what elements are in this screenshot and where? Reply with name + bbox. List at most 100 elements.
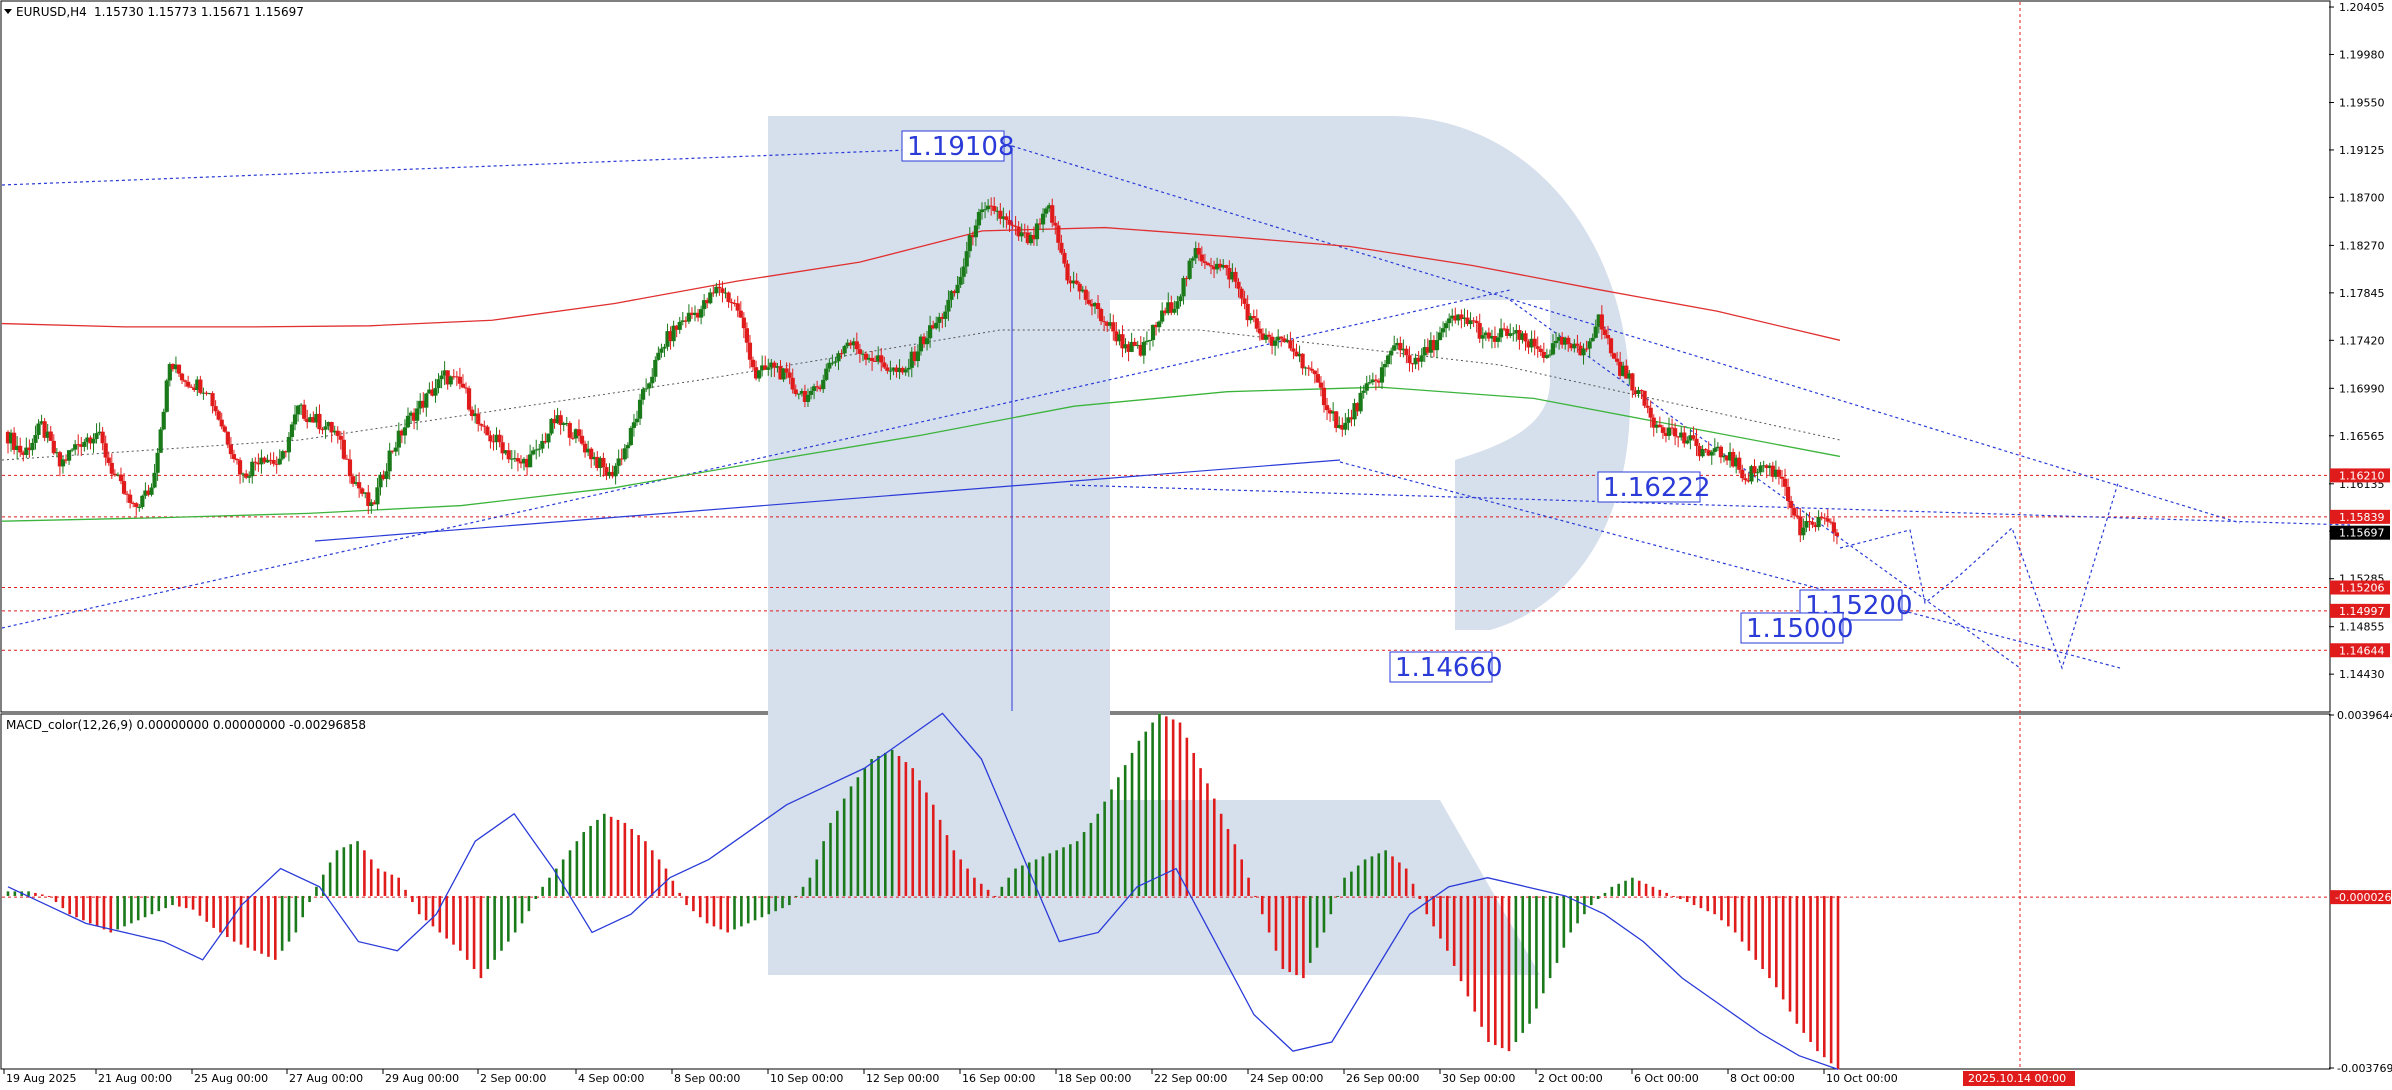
macd-level-tag [2330, 890, 2391, 905]
candle-body [964, 251, 969, 267]
candle-body [1034, 223, 1040, 240]
macd-bar [1596, 895, 1600, 899]
annotation-box [1597, 471, 1701, 503]
candle-body [628, 427, 633, 446]
candle-body [833, 361, 838, 363]
macd-bar [253, 895, 257, 951]
macd-bar [836, 810, 839, 896]
candle-body [528, 454, 533, 468]
candle-body [1550, 343, 1556, 355]
dropdown-triangle-icon[interactable] [4, 9, 12, 14]
candle-body [94, 433, 99, 440]
macd-bar [136, 895, 140, 921]
candle-body [515, 458, 521, 462]
ohlc-readout: 1.15730 1.15773 1.15671 1.15697 [94, 5, 304, 19]
candle-body [778, 366, 783, 380]
candle-body [866, 357, 872, 360]
macd-bar [1206, 783, 1209, 896]
macd-bar [219, 895, 222, 933]
macd-bar [1624, 880, 1627, 896]
time-tick-label: 21 Aug 00:00 [98, 1072, 172, 1085]
macd-bar [1350, 871, 1353, 896]
candle-body [344, 458, 350, 460]
candle-body [671, 325, 676, 342]
macd-bar [1500, 895, 1504, 1049]
candle-body [1401, 348, 1406, 351]
macd-bar [1685, 895, 1689, 903]
candle-body [512, 458, 517, 460]
macd-bar [1480, 895, 1483, 1027]
candle-body [726, 292, 731, 303]
macd-bar [1487, 895, 1490, 1043]
macd-bar [1781, 895, 1785, 1000]
candle-body [1257, 328, 1262, 334]
candle-body [305, 418, 310, 423]
candle-body [1773, 469, 1778, 477]
macd-bar [417, 895, 421, 915]
macd-bar [1212, 798, 1216, 896]
candle-body [1172, 308, 1177, 313]
macd-bar [527, 895, 531, 912]
candle-body [1529, 338, 1534, 348]
macd-bar [424, 895, 428, 921]
price-level-tag [2330, 643, 2390, 658]
time-tick-label: 30 Sep 00:00 [1442, 1072, 1515, 1085]
candle-body [753, 367, 759, 379]
candle-body [683, 320, 688, 322]
candle-body [1089, 303, 1095, 307]
macd-bar [877, 755, 880, 896]
candle-body [1456, 314, 1461, 321]
macd-bar [753, 895, 757, 921]
candle-body [595, 456, 600, 468]
candle-body [1047, 205, 1052, 209]
macd-bar [1384, 850, 1387, 896]
candle-body [989, 205, 994, 207]
macd-bar [205, 895, 209, 922]
candle-body [1465, 317, 1470, 325]
candle-body [973, 225, 979, 238]
candle-body [921, 336, 927, 345]
candle-body [665, 331, 670, 347]
macd-bar [1699, 895, 1703, 909]
macd-bar [1041, 856, 1045, 896]
macd-bar [602, 813, 606, 896]
candle-body [146, 490, 151, 495]
candle-body [903, 369, 908, 373]
candle-body [494, 434, 499, 442]
macd-bar [1226, 829, 1230, 896]
macd-bar [27, 891, 30, 896]
macd-bar [123, 895, 126, 927]
candle-body [1575, 343, 1580, 346]
candle-body [42, 421, 47, 438]
macd-bar [726, 895, 729, 933]
candle-body [1370, 379, 1375, 383]
macd-bar [40, 894, 44, 896]
candle-body [1184, 278, 1189, 280]
macd-bar [1021, 865, 1024, 896]
candle-body [976, 212, 982, 226]
candle-body [647, 383, 652, 389]
macd-bar [34, 892, 37, 896]
candle-body [640, 389, 646, 400]
candle-body [1712, 448, 1717, 452]
macd-bar [1007, 877, 1010, 896]
candle-body [906, 367, 911, 370]
candle-body [848, 342, 853, 346]
macd-bar [513, 895, 517, 933]
candle-body [534, 449, 539, 451]
macd-title: MACD_color(12,26,9) 0.00000000 0.0000000… [6, 718, 366, 732]
candle-body [1175, 301, 1180, 309]
macd-bar [1254, 895, 1257, 897]
candle-body [912, 351, 917, 362]
candle-body [1288, 340, 1293, 349]
macd-bar [1288, 895, 1291, 973]
macd-bar [294, 895, 298, 933]
candle-body [115, 474, 121, 476]
candle-body [134, 503, 139, 508]
annotation-label: 1.15000 [1746, 614, 1854, 644]
candle-body [100, 431, 105, 444]
macd-bar [740, 895, 743, 927]
macd-bar [1521, 895, 1525, 1033]
macd-bar [61, 895, 65, 909]
